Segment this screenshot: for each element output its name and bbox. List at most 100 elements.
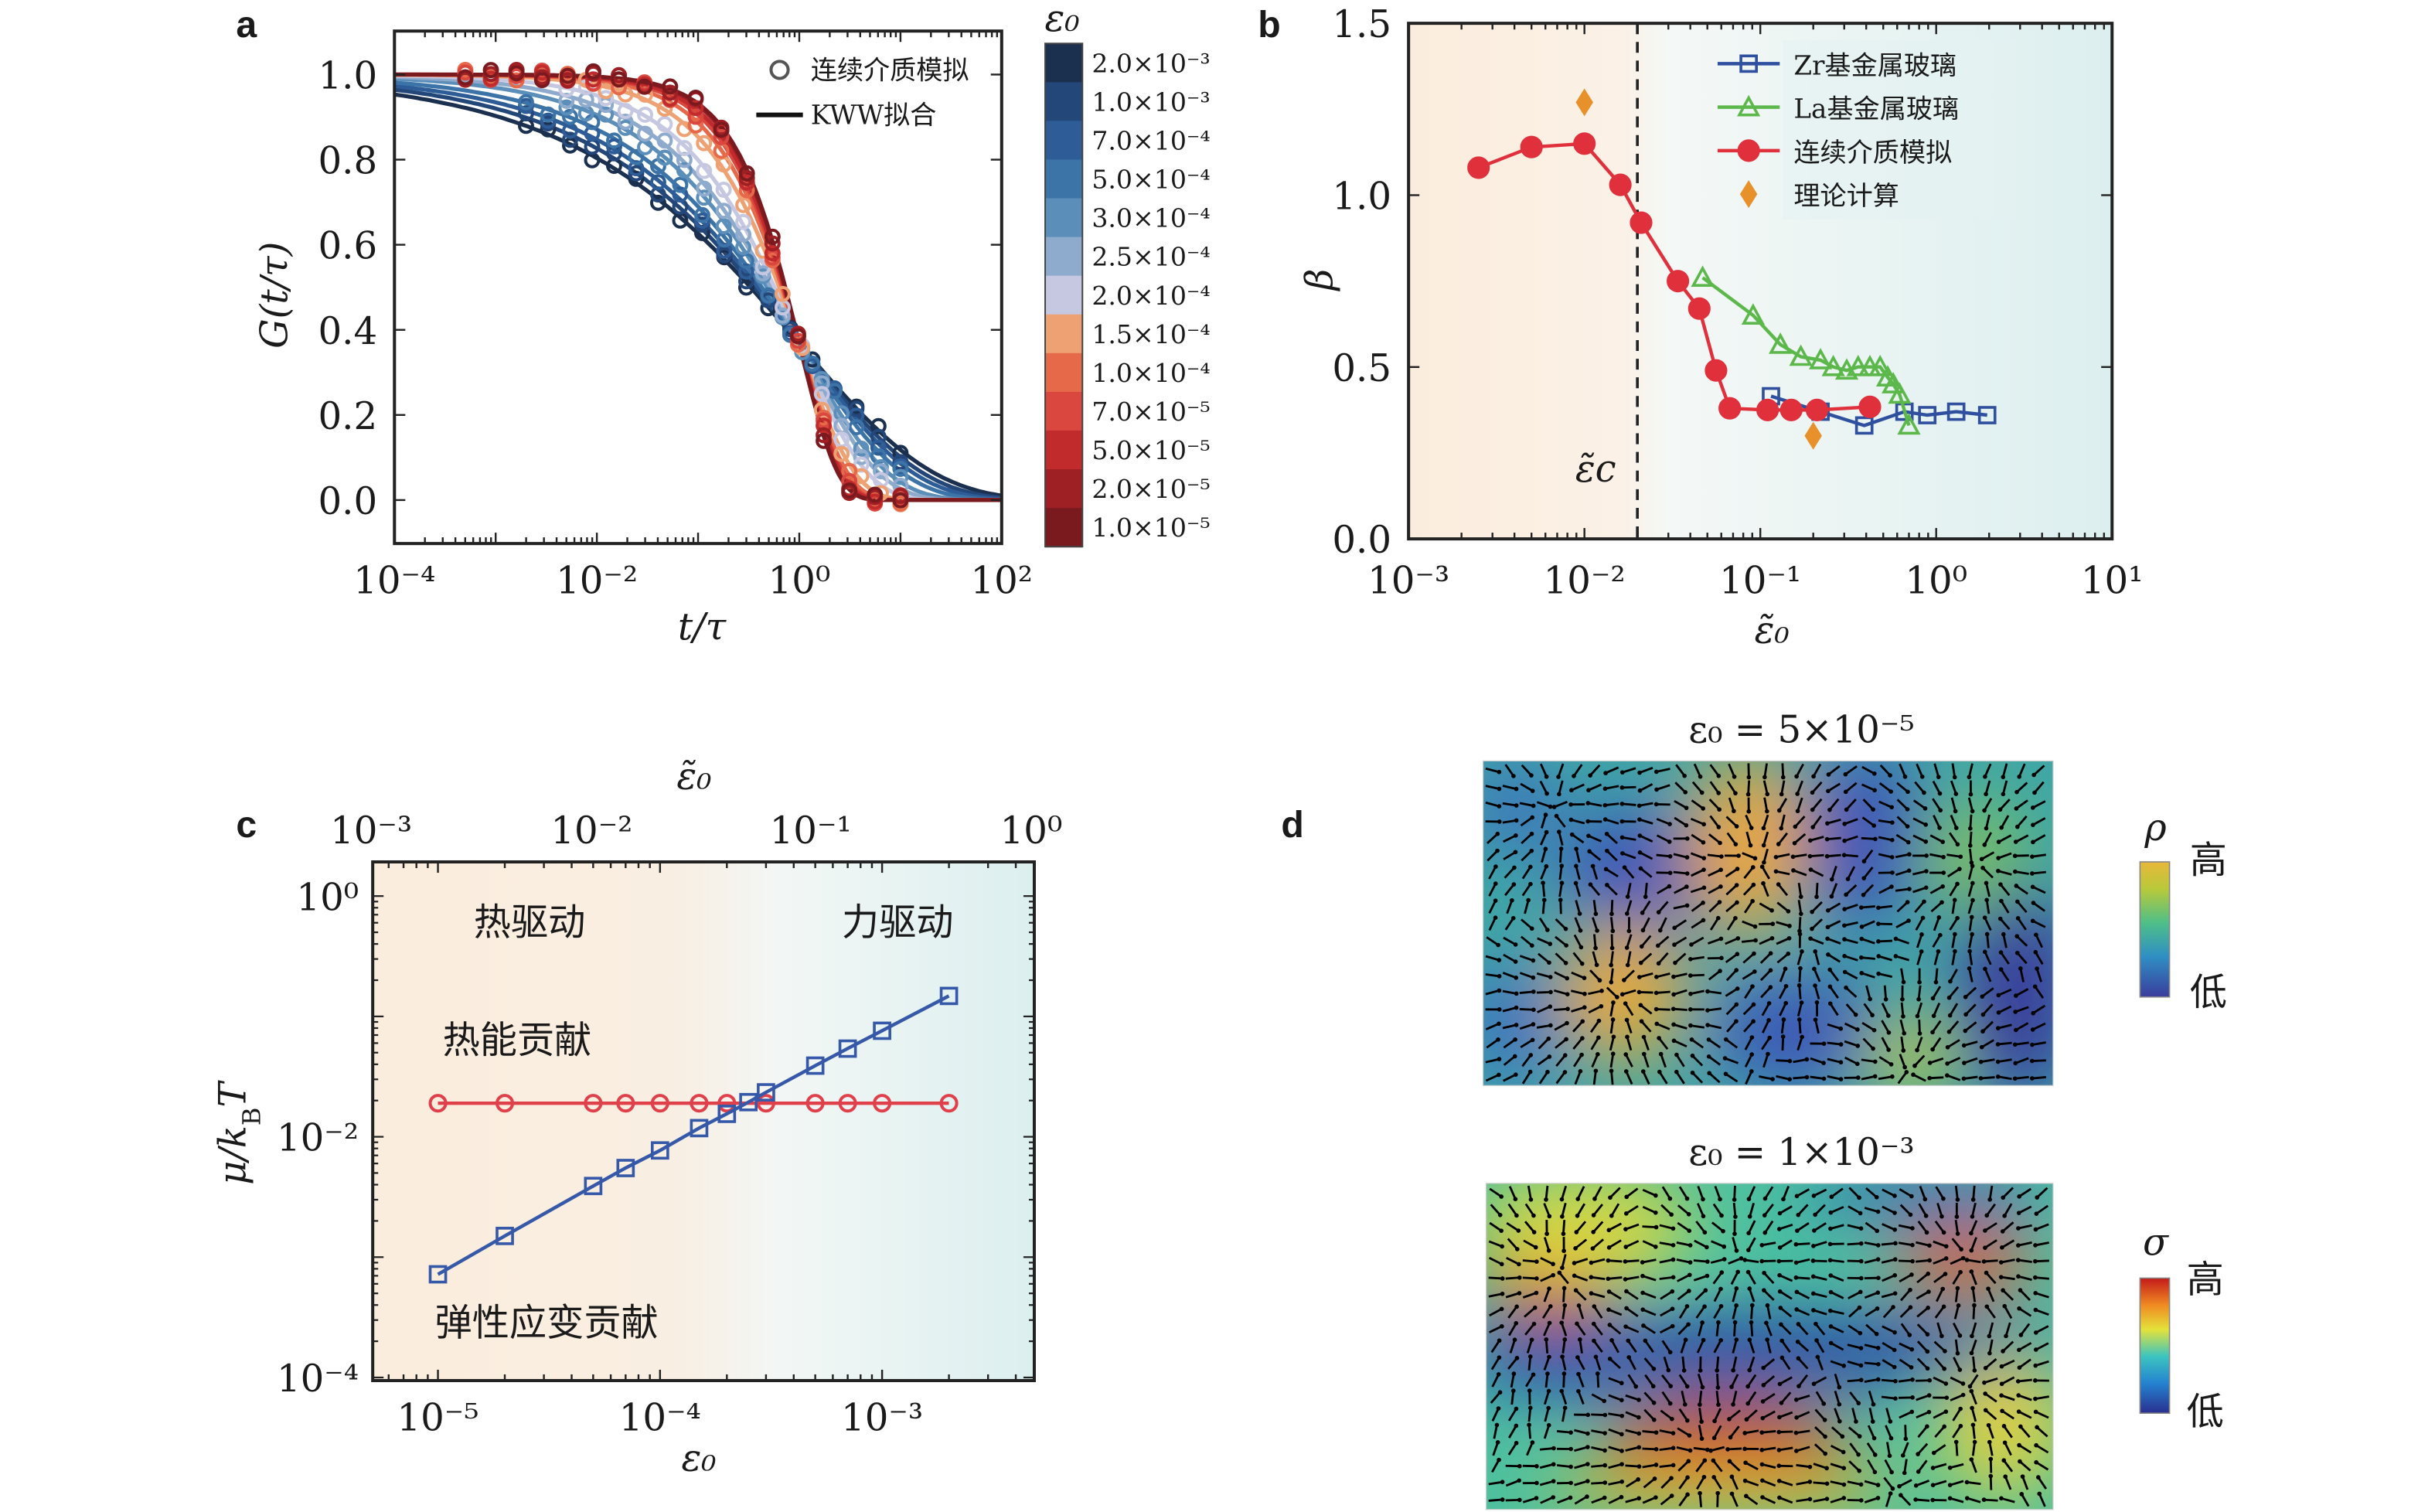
arrow-head xyxy=(2012,1042,2018,1047)
quiver-arrow xyxy=(1731,1476,1739,1490)
quiver-arrow xyxy=(1490,1357,1500,1371)
quiver-arrow xyxy=(1745,1071,1753,1085)
quiver-arrow xyxy=(1609,951,1614,965)
quiver-arrow xyxy=(1677,1289,1690,1301)
data-point xyxy=(637,106,653,123)
quiver-arrow xyxy=(1713,1425,1722,1439)
quiver-arrow xyxy=(1776,901,1790,913)
quiver-arrow xyxy=(1502,819,1517,824)
quiver-arrow xyxy=(1691,781,1703,794)
arrow-head xyxy=(1765,792,1770,797)
quiver-arrow xyxy=(1762,1259,1776,1262)
quiver-arrow xyxy=(1522,1276,1537,1280)
quiver-arrow xyxy=(1730,1271,1739,1286)
arrow-head xyxy=(1794,1415,1799,1420)
quiver-arrow xyxy=(2015,988,2029,997)
arrow-head xyxy=(1917,1031,1922,1036)
arrow-head xyxy=(1719,955,1724,961)
quiver-arrow xyxy=(1626,934,1633,948)
arrow-head xyxy=(1684,805,1689,810)
quiver-arrow xyxy=(1984,1377,1998,1384)
arrow-head xyxy=(1937,826,1942,830)
arrow-head xyxy=(1715,1368,1719,1373)
quiver-arrow xyxy=(1745,1462,1759,1470)
arrow-head xyxy=(1729,1474,1735,1480)
quiver-arrow xyxy=(1588,783,1602,792)
arrow-head xyxy=(1999,825,2004,830)
arrow-head xyxy=(1732,1231,1737,1236)
arrow-head xyxy=(1593,911,1599,917)
quiver-arrow xyxy=(1698,1322,1704,1337)
quiver-arrow xyxy=(1895,955,1910,962)
arrow-head xyxy=(1548,975,1553,979)
arrow-head xyxy=(2014,806,2019,811)
quiver-arrow xyxy=(2018,1460,2031,1472)
quiver-arrow xyxy=(1674,885,1687,894)
arrow-head xyxy=(1547,1320,1552,1326)
arrow-head xyxy=(1910,1242,1915,1248)
quiver-arrow xyxy=(2035,1461,2049,1471)
quiver-arrow xyxy=(1678,1493,1689,1507)
quiver-arrow xyxy=(1527,1185,1532,1200)
quiver-arrow xyxy=(1742,852,1756,860)
quiver-arrow xyxy=(1997,1041,2012,1046)
arrow-head xyxy=(1988,1473,1994,1479)
quiver-arrow xyxy=(1899,1204,1912,1216)
quiver-arrow xyxy=(1864,1241,1878,1247)
quiver-arrow xyxy=(1967,900,1974,914)
quiver-arrow xyxy=(1591,1258,1606,1264)
arrow-head xyxy=(1814,999,1820,1005)
quiver-arrow xyxy=(1780,1391,1792,1404)
quiver-arrow xyxy=(1895,833,1909,843)
quiver-arrow xyxy=(1623,867,1635,879)
arrow-head xyxy=(1752,951,1756,956)
quiver-arrow xyxy=(1796,1258,1810,1264)
quiver-arrow xyxy=(1984,1357,1997,1369)
quiver-arrow xyxy=(1640,1004,1653,1015)
arrow-head xyxy=(2001,1424,2007,1429)
quiver-arrow xyxy=(1782,1185,1790,1200)
quiver-arrow xyxy=(1540,1257,1554,1265)
quiver-arrow xyxy=(2018,1378,2032,1383)
data-point xyxy=(508,65,525,82)
quiver-arrow xyxy=(1642,1240,1657,1248)
arrow-head xyxy=(1926,1393,1932,1398)
quiver-arrow xyxy=(2016,816,2028,828)
quiver-arrow xyxy=(1639,991,1653,994)
quiver-arrow xyxy=(1626,1187,1639,1198)
arrow-head xyxy=(1700,1384,1705,1390)
quiver-arrow xyxy=(1810,1075,1824,1080)
arrow-head xyxy=(1875,1346,1881,1350)
quiver-arrow xyxy=(1574,1258,1589,1265)
arrow-head xyxy=(2018,966,2023,971)
quiver-arrow xyxy=(1796,1037,1803,1051)
quiver-arrow xyxy=(1987,1322,1994,1337)
x-tick-label: 10⁻⁴ xyxy=(619,1396,701,1439)
x-tick-label: 10⁻³ xyxy=(841,1396,923,1439)
arrow-head xyxy=(1653,769,1659,775)
arrow-head xyxy=(1842,954,1847,959)
quiver-arrow xyxy=(1576,1186,1585,1200)
quiver-arrow xyxy=(1575,1289,1587,1301)
y-tick-label: 1.0 xyxy=(318,55,378,98)
quiver-arrow xyxy=(1488,866,1497,880)
arrow-head xyxy=(1953,826,1959,830)
arrow-head xyxy=(1998,967,2004,972)
quiver-arrow xyxy=(1519,802,1534,807)
arrow-head xyxy=(2035,1195,2040,1200)
arrow-head xyxy=(1793,1449,1799,1453)
quiver-arrow xyxy=(1743,900,1754,914)
quiver-arrow xyxy=(1519,972,1534,979)
arrow-head xyxy=(1923,839,1929,844)
arrow-head xyxy=(1766,1001,1772,1006)
quiver-arrow xyxy=(1984,917,1992,931)
quiver-arrow xyxy=(1696,1339,1704,1354)
arrow-head xyxy=(1551,1272,1555,1278)
quiver-arrow xyxy=(1933,1410,1946,1419)
arrow-head xyxy=(1762,1196,1768,1201)
arrow-head xyxy=(1589,1275,1594,1280)
quiver-arrow xyxy=(1608,1463,1623,1469)
panel-letter-a: a xyxy=(236,4,257,46)
arrow-head xyxy=(1798,965,1803,971)
arrow-head xyxy=(2020,1474,2025,1479)
